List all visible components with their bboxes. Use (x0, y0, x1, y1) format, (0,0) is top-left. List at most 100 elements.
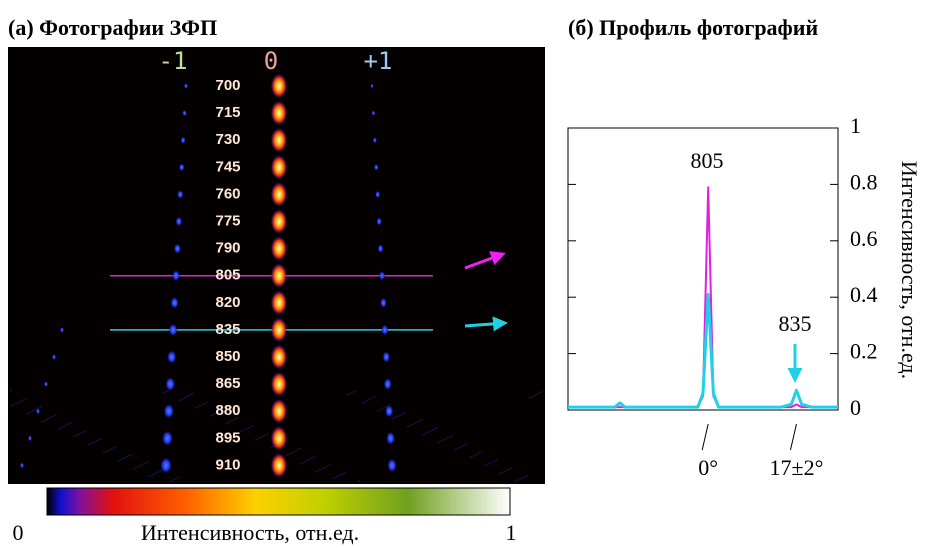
noise (139, 465, 141, 467)
spot (271, 209, 287, 234)
spot (271, 155, 287, 180)
noise (340, 474, 342, 476)
noise (233, 419, 235, 421)
noise (394, 417, 396, 419)
noise (327, 465, 329, 467)
noise (154, 473, 156, 475)
noise (270, 447, 272, 449)
noise (133, 468, 135, 470)
noise (441, 440, 443, 442)
noise (195, 407, 197, 409)
noise (533, 395, 535, 397)
noise (490, 462, 492, 464)
noise (381, 408, 383, 410)
noise (522, 477, 524, 479)
side-spot (375, 190, 381, 199)
side-spot (374, 163, 379, 171)
side-spot (377, 244, 384, 254)
noise (171, 480, 173, 482)
noise (225, 423, 227, 425)
noise (103, 452, 105, 454)
spot (271, 290, 287, 315)
noise (124, 457, 126, 459)
noise (40, 406, 42, 408)
noise (94, 441, 96, 443)
noise (451, 435, 453, 437)
noise (509, 468, 511, 470)
noise (83, 431, 85, 433)
noise (259, 437, 261, 439)
noise (252, 425, 254, 427)
x-tick-label: 17±2° (770, 455, 824, 480)
noise (306, 460, 308, 462)
noise (201, 404, 203, 406)
noise (436, 427, 438, 429)
noise (240, 431, 242, 433)
noise (28, 412, 30, 414)
side-spot (175, 216, 183, 227)
y-tick-label: 0.8 (850, 169, 878, 194)
noise (13, 404, 15, 406)
noise (244, 429, 246, 431)
noise (445, 438, 447, 440)
noise (289, 453, 291, 455)
side-spot (173, 243, 182, 254)
noise (293, 451, 295, 453)
spot (271, 372, 287, 397)
noise (516, 480, 518, 482)
noise (60, 427, 62, 429)
noise (409, 425, 411, 427)
noise (314, 456, 316, 458)
noise (300, 463, 302, 465)
noise (180, 399, 182, 401)
wavelength-label: 880 (215, 402, 240, 419)
side-spot (370, 83, 374, 89)
noise (118, 460, 120, 462)
noise (473, 455, 475, 457)
wavelength-label: 865 (215, 375, 240, 392)
side-spot (184, 83, 188, 89)
noise (182, 398, 184, 400)
noise (359, 480, 361, 482)
noise (53, 415, 55, 417)
side-spot (44, 381, 48, 388)
noise (537, 393, 539, 395)
wavelength-label: 910 (215, 456, 240, 473)
noise (291, 452, 293, 454)
noise (503, 471, 505, 473)
noise (332, 478, 334, 480)
side-spot (177, 190, 184, 199)
noise (383, 407, 385, 409)
noise (98, 439, 100, 441)
side-spot (384, 404, 394, 418)
noise (156, 472, 158, 474)
noise (526, 475, 528, 477)
noise (402, 413, 404, 415)
noise (272, 446, 274, 448)
noise (85, 430, 87, 432)
noise (310, 458, 312, 460)
series-label: 805 (691, 148, 724, 173)
noise (173, 479, 175, 481)
noise (479, 452, 481, 454)
noise (214, 413, 216, 415)
noise (430, 430, 432, 432)
spot (271, 101, 287, 126)
noise (160, 470, 162, 472)
noise (107, 450, 109, 452)
wavelength-label: 850 (215, 348, 240, 365)
noise (362, 402, 364, 404)
noise (325, 466, 327, 468)
side-spot (378, 270, 386, 281)
noise (469, 457, 471, 459)
noise (58, 428, 60, 430)
noise (411, 424, 413, 426)
noise (43, 420, 45, 422)
noise (415, 422, 417, 424)
side-spot (182, 109, 187, 117)
noise (257, 438, 259, 440)
noise (261, 436, 263, 438)
y-tick-label: 0 (850, 395, 861, 420)
noise (203, 403, 205, 405)
